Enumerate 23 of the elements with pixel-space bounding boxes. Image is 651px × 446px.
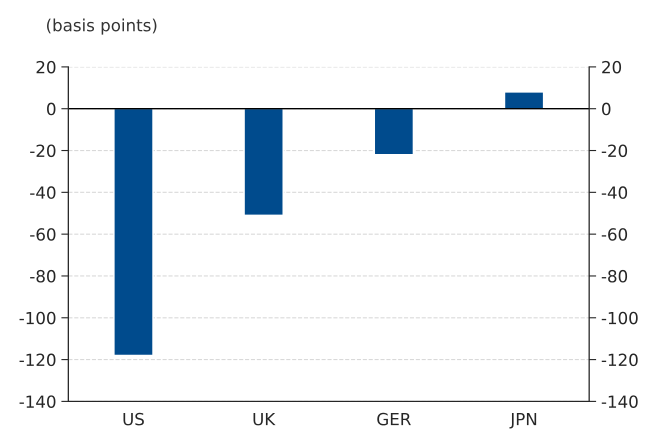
y-tick-label: -40 (30, 186, 56, 199)
y-tick-label: -140 (20, 395, 56, 408)
x-tick-label: JPN (509, 413, 536, 429)
y2-tick-label: -120 (602, 354, 638, 366)
x-tick-label: GER (377, 412, 411, 426)
y-tick-label: -80 (30, 270, 56, 283)
y2-tick-label: -60 (602, 228, 628, 241)
x-tick-label: US (124, 412, 144, 426)
y-tick-label: -20 (30, 144, 56, 158)
y-tick-label: 0 (47, 102, 56, 116)
x-tick-label: UK (254, 413, 276, 426)
y2-tick-label: 20 (602, 60, 622, 74)
y2-tick-label: -80 (602, 270, 628, 283)
y2-tick-label: -20 (602, 144, 628, 158)
y2-tick-label: -40 (602, 186, 628, 199)
y-tick-label: 20 (36, 60, 56, 74)
y-tick-label: -60 (30, 228, 56, 241)
y-tick-label: -100 (20, 312, 56, 324)
y2-tick-label: -100 (602, 312, 638, 324)
y2-tick-label: -140 (602, 395, 638, 408)
chart-subtitle: (basis points) (47, 18, 156, 35)
y-tick-label: -120 (20, 354, 56, 366)
y2-tick-label: 0 (602, 102, 610, 116)
